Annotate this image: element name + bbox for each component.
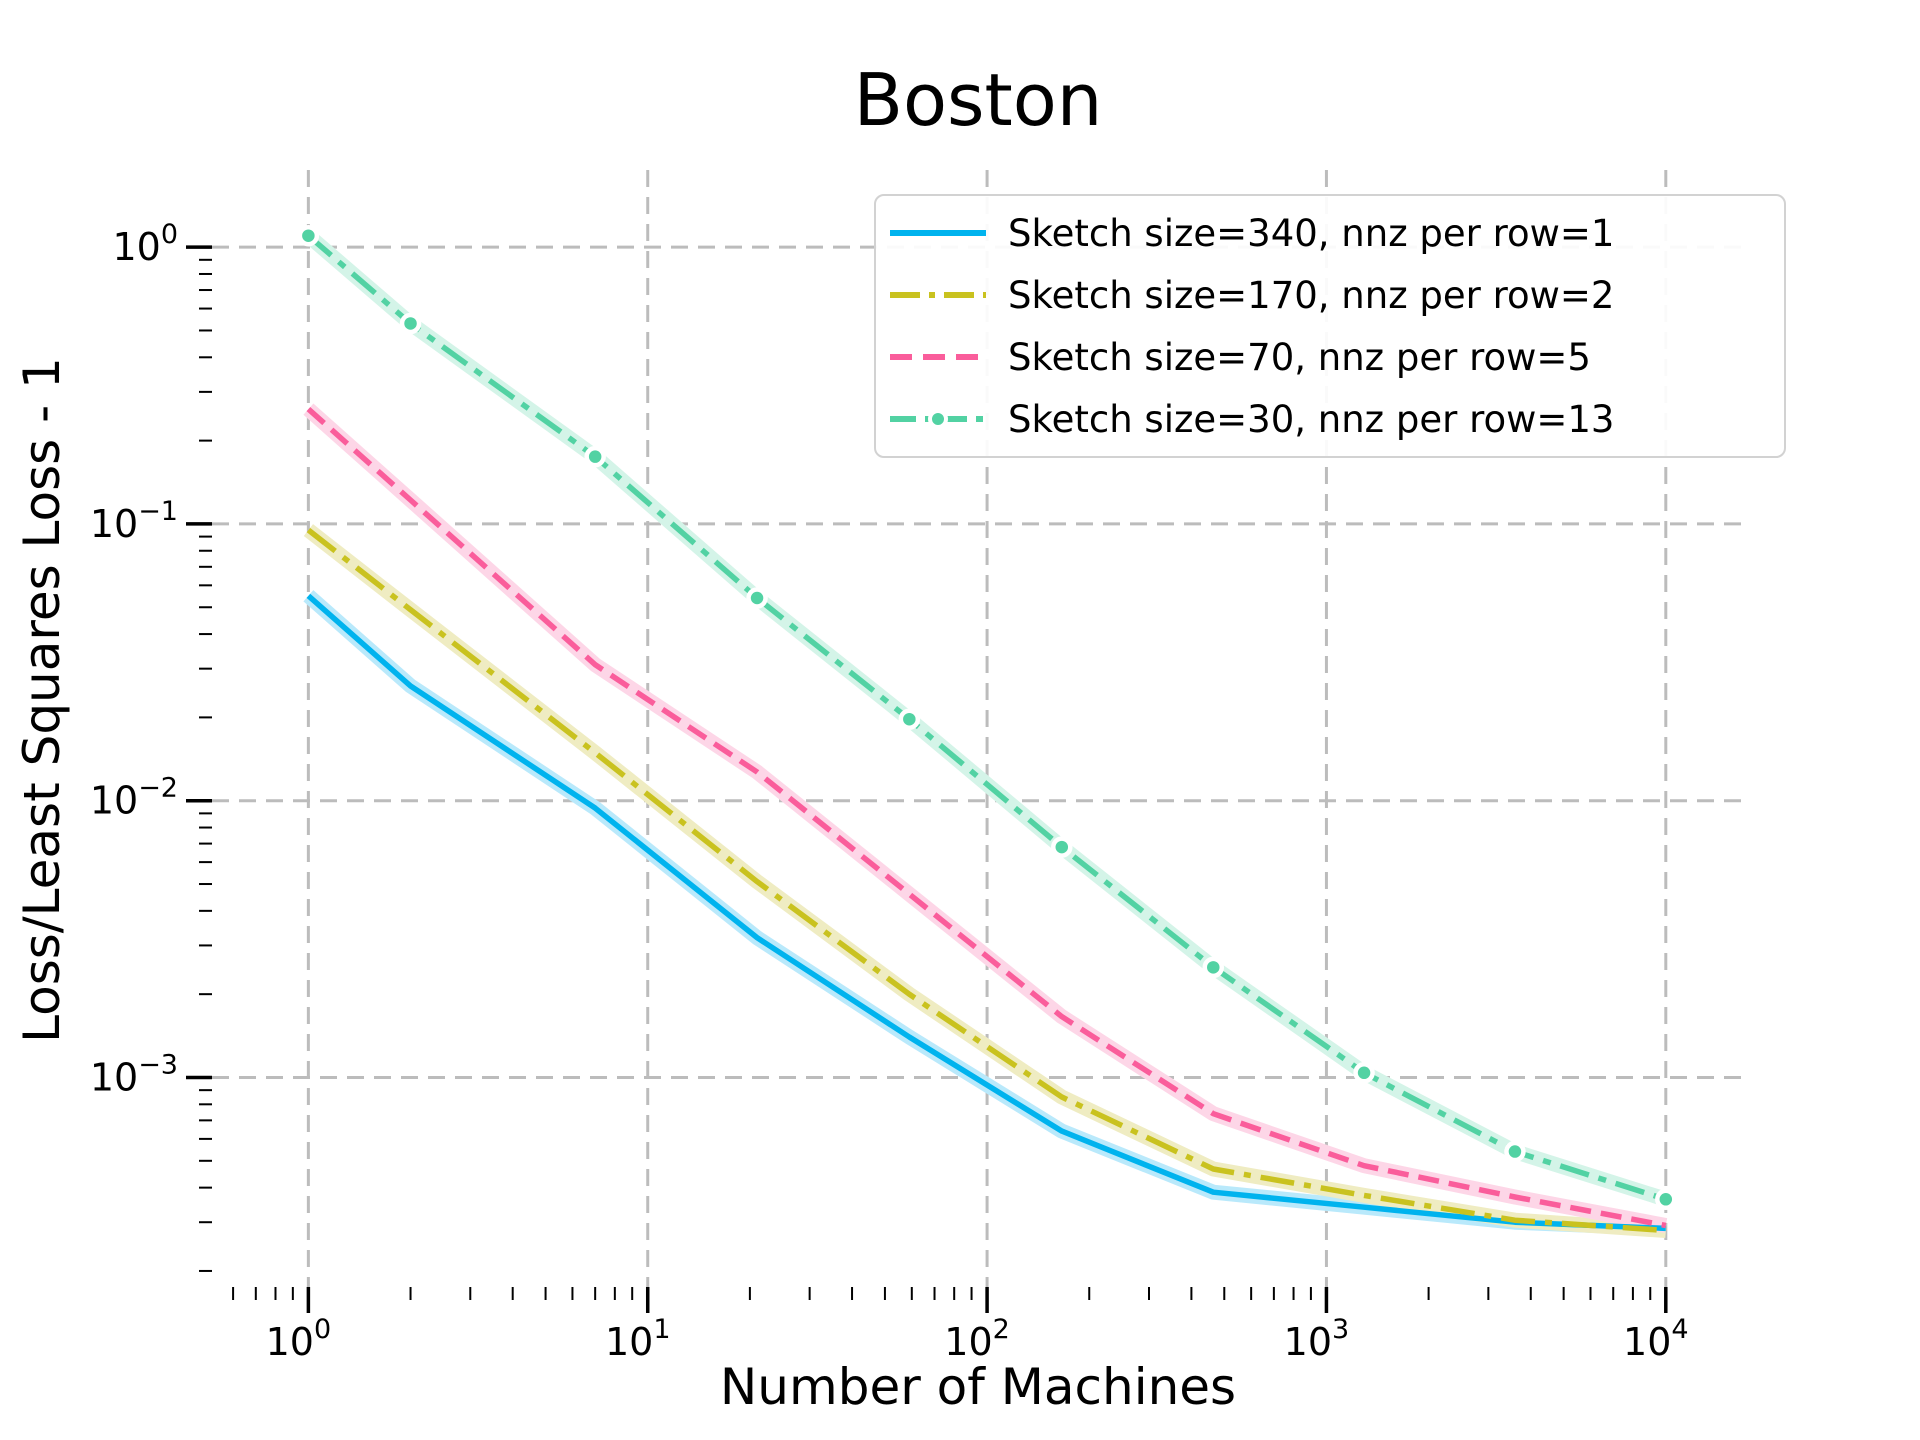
x-tick-label: 100 (266, 1314, 332, 1364)
legend-swatch-2 (890, 354, 986, 360)
legend-swatch-3 (890, 409, 986, 429)
chart-title: Boston (853, 58, 1103, 142)
legend-item-1: Sketch size=170, nnz per row=2 (886, 265, 1774, 325)
legend-label-0: Sketch size=340, nnz per row=1 (1008, 211, 1615, 255)
legend-swatch-1 (890, 292, 986, 298)
axis-ticks (186, 245, 1668, 1313)
series-line-0 (306, 593, 1666, 1232)
x-tick-label: 101 (605, 1314, 671, 1364)
legend-label-3: Sketch size=30, nnz per row=13 (1008, 397, 1615, 441)
legend: Sketch size=340, nnz per row=1 Sketch siz… (874, 194, 1786, 458)
y-tick-label: 100 (112, 219, 178, 269)
legend-swatch-0 (890, 230, 986, 236)
y-tick-label: 10−3 (90, 1049, 178, 1099)
x-tick-label: 103 (1284, 1314, 1350, 1364)
series-markers-3 (297, 224, 1677, 1211)
x-tick-label: 104 (1623, 1314, 1689, 1364)
series-line-1 (306, 527, 1666, 1234)
x-axis-label: Number of Machines (719, 1358, 1237, 1416)
series-line-3 (306, 233, 1667, 1202)
series-line-2 (306, 407, 1667, 1229)
legend-item-0: Sketch size=340, nnz per row=1 (886, 203, 1774, 263)
tick-labels: 100 101 102 103 104 100 10−1 10−2 10−3 (90, 219, 1689, 1364)
legend-label-2: Sketch size=70, nnz per row=5 (1008, 335, 1591, 379)
x-tick-label: 102 (944, 1314, 1010, 1364)
legend-item-3: Sketch size=30, nnz per row=13 (886, 389, 1774, 449)
legend-label-1: Sketch size=170, nnz per row=2 (1008, 273, 1615, 317)
y-tick-label: 10−2 (90, 773, 178, 823)
y-tick-label: 10−1 (90, 496, 178, 546)
legend-item-2: Sketch size=70, nnz per row=5 (886, 327, 1774, 387)
